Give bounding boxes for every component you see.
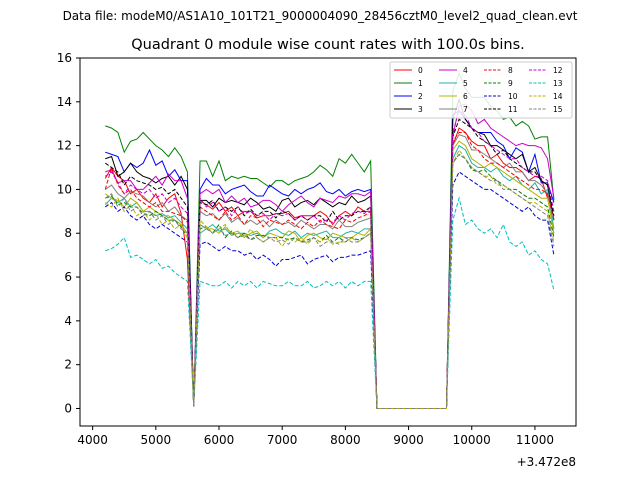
chart-title: Quadrant 0 module wise count rates with … [131,37,525,53]
x-tick-label: 11000 [516,433,554,447]
legend-label-12: 12 [553,66,563,75]
series-line-11 [104,118,555,409]
y-tick-label: 14 [57,95,72,109]
x-tick-label: 5000 [141,433,172,447]
x-tick-label: 8000 [330,433,361,447]
x-tick-label: 4000 [77,433,108,447]
y-tick-label: 0 [64,401,72,415]
x-offset-label: +3.472e8 [517,455,576,469]
legend-label-10: 10 [508,92,518,101]
series-line-3 [105,97,555,409]
legend-label-9: 9 [508,79,513,88]
series-line-13 [105,196,555,409]
y-tick-label: 2 [64,358,72,372]
series-line-7 [104,134,555,409]
y-tick-label: 16 [57,51,72,65]
y-tick-label: 12 [57,139,72,153]
series-line-14 [104,149,555,409]
series-line-9 [105,153,555,409]
series-line-15 [104,153,555,409]
legend-label-14: 14 [553,92,563,101]
series-line-6 [104,140,555,409]
series-line-12 [104,109,555,409]
x-tick-label: 7000 [267,433,298,447]
data-file-header: Data file: modeM0/AS1A10_101T21_90000040… [63,9,578,23]
y-tick-label: 10 [57,182,72,196]
legend-label-6: 6 [463,92,468,101]
legend-label-13: 13 [553,79,563,88]
series-line-2 [105,109,555,409]
legend-label-7: 7 [463,105,468,114]
series-line-4 [105,103,555,409]
series-line-10 [104,171,555,409]
y-tick-label: 6 [64,270,72,284]
legend-label-3: 3 [418,105,423,114]
axis-layer: 4000 5000 6000 7000 8000 9000 10000 11000 0 2 4 6 8 1… [57,51,554,447]
series-layer [104,71,555,409]
x-tick-label: 6000 [204,433,235,447]
series-line-0 [104,127,549,409]
legend-box [389,61,573,119]
legend-label-15: 15 [553,105,563,114]
series-line-5 [104,144,555,409]
y-tick-label: 4 [64,314,72,328]
legend-label-0: 0 [418,66,423,75]
legend-label-8: 8 [508,66,513,75]
legend-label-4: 4 [463,66,468,75]
series-line-8 [104,131,555,409]
x-tick-label: 9000 [393,433,424,447]
x-tick-label: 10000 [453,433,491,447]
plot-frame [79,57,577,427]
legend-label-11: 11 [508,105,518,114]
series-line-1 [105,71,555,409]
legend-label-5: 5 [463,79,468,88]
legend-label-2: 2 [418,92,423,101]
y-tick-label: 8 [64,226,72,240]
legend-label-1: 1 [418,79,423,88]
